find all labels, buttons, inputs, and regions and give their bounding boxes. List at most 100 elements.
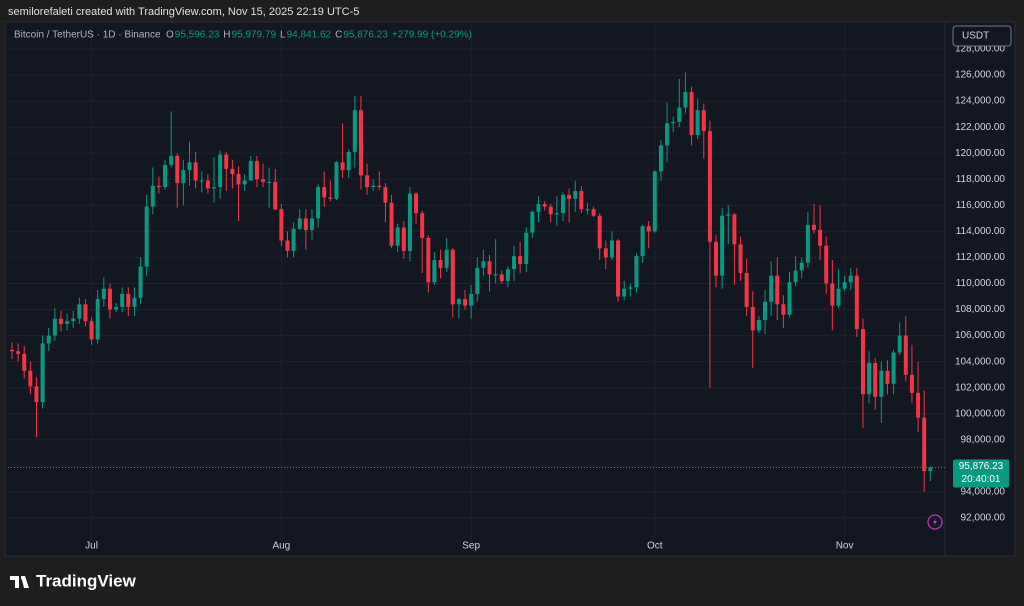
readout-key: H (223, 30, 230, 41)
candle-body (120, 293, 125, 307)
candle-body (273, 181, 278, 210)
readout-change: +279.99 (+0.29%) (392, 30, 472, 41)
candle-body (46, 335, 51, 344)
candle-body (573, 190, 578, 199)
y-tick-label: 92,000.00 (961, 513, 1006, 524)
candle-body (407, 193, 412, 251)
y-tick-label: 94,000.00 (961, 487, 1006, 498)
candle-body (401, 227, 406, 251)
header: semilorefaleti created with TradingView.… (8, 6, 359, 18)
candle-body (671, 121, 676, 124)
candle-body (163, 164, 168, 188)
brand: TradingView (36, 571, 137, 590)
candle-body (365, 175, 370, 188)
candle-body (695, 110, 700, 135)
y-tick-label: 98,000.00 (961, 434, 1006, 445)
candle-body (677, 107, 682, 122)
candle-body (224, 154, 229, 169)
y-tick-label: 100,000.00 (955, 408, 1005, 419)
candle-body (475, 267, 480, 294)
y-tick-label: 120,000.00 (955, 148, 1005, 159)
readout-value: 94,841.62 (287, 30, 332, 41)
candle-body (28, 370, 33, 387)
candle-body (150, 185, 155, 207)
readout-key: O (166, 30, 174, 41)
candle-body (744, 273, 749, 307)
candle-body (750, 306, 755, 331)
candle-body (297, 218, 302, 229)
candle-body (175, 155, 180, 184)
candle-body (420, 213, 425, 238)
candle-body (334, 162, 339, 199)
candle-body (738, 244, 743, 274)
candle-body (34, 386, 39, 403)
candle-body (242, 180, 247, 185)
candle-body (616, 240, 621, 297)
candle-body (395, 227, 400, 246)
candle-body (487, 261, 492, 275)
candle-body (187, 162, 192, 171)
candle-body (732, 214, 737, 245)
candle-body (438, 260, 443, 268)
candle-body (236, 174, 241, 185)
x-tick-label: Oct (647, 541, 663, 552)
candle-body (499, 274, 504, 281)
candle-body (199, 180, 204, 182)
candle-body (101, 288, 106, 300)
readout-value: 95,876.23 (343, 30, 388, 41)
candle-body (518, 256, 523, 264)
y-tick-label: 102,000.00 (955, 382, 1005, 393)
candle-body (77, 304, 82, 319)
y-tick-label: 106,000.00 (955, 330, 1005, 341)
candle-body (560, 194, 565, 214)
currency-box[interactable] (952, 25, 1012, 47)
candle-body (634, 256, 639, 288)
candle-body (707, 131, 712, 242)
alert-icon[interactable] (927, 514, 943, 530)
candle-body (781, 304, 786, 315)
candle-body (830, 283, 835, 306)
candle-body (230, 168, 235, 175)
y-tick-label: 116,000.00 (956, 200, 1006, 211)
candle-body (444, 249, 449, 268)
readout-key: C (335, 30, 342, 41)
currency: USDT (962, 31, 989, 42)
candle-body (71, 318, 76, 322)
y-tick-label: 104,000.00 (955, 356, 1005, 367)
chart-panel (4, 21, 1016, 557)
candle-body (928, 467, 933, 472)
candle-body (322, 187, 327, 198)
axes: 92,000.0094,000.0096,000.0098,000.00100,… (85, 44, 1009, 552)
candle-body (805, 224, 810, 263)
candle-body (505, 269, 510, 281)
candle-body (463, 299, 468, 306)
candle-body (775, 275, 780, 305)
candle-body (432, 260, 437, 283)
candle-body (89, 321, 94, 340)
candle-body (138, 266, 143, 298)
readout: O 95,596.23 H 95,979.79 L 94,841.62 C 95,876.23… (166, 30, 472, 41)
candle-body (132, 297, 137, 307)
candle-body (328, 197, 333, 199)
candle-body (542, 204, 547, 207)
candles (8, 72, 945, 492)
candle-body (769, 275, 774, 302)
candle-body (658, 145, 663, 172)
candle-body (842, 282, 847, 289)
candle-body (787, 282, 792, 315)
candle-body (469, 293, 474, 306)
candle-body (824, 245, 829, 284)
y-tick-label: 112,000.00 (956, 252, 1006, 263)
candle-body (689, 91, 694, 135)
candle-body (346, 151, 351, 171)
candle-body (181, 170, 186, 184)
y-tick-label: 108,000.00 (955, 304, 1005, 315)
candle-body (867, 362, 872, 395)
candle-body (714, 241, 719, 276)
candle-body (511, 256, 516, 270)
candle-body (371, 185, 376, 188)
candle-body (683, 91, 688, 108)
logo (10, 576, 29, 588)
symbol-title: Bitcoin / TetherUS · 1D · Binance (14, 30, 161, 41)
